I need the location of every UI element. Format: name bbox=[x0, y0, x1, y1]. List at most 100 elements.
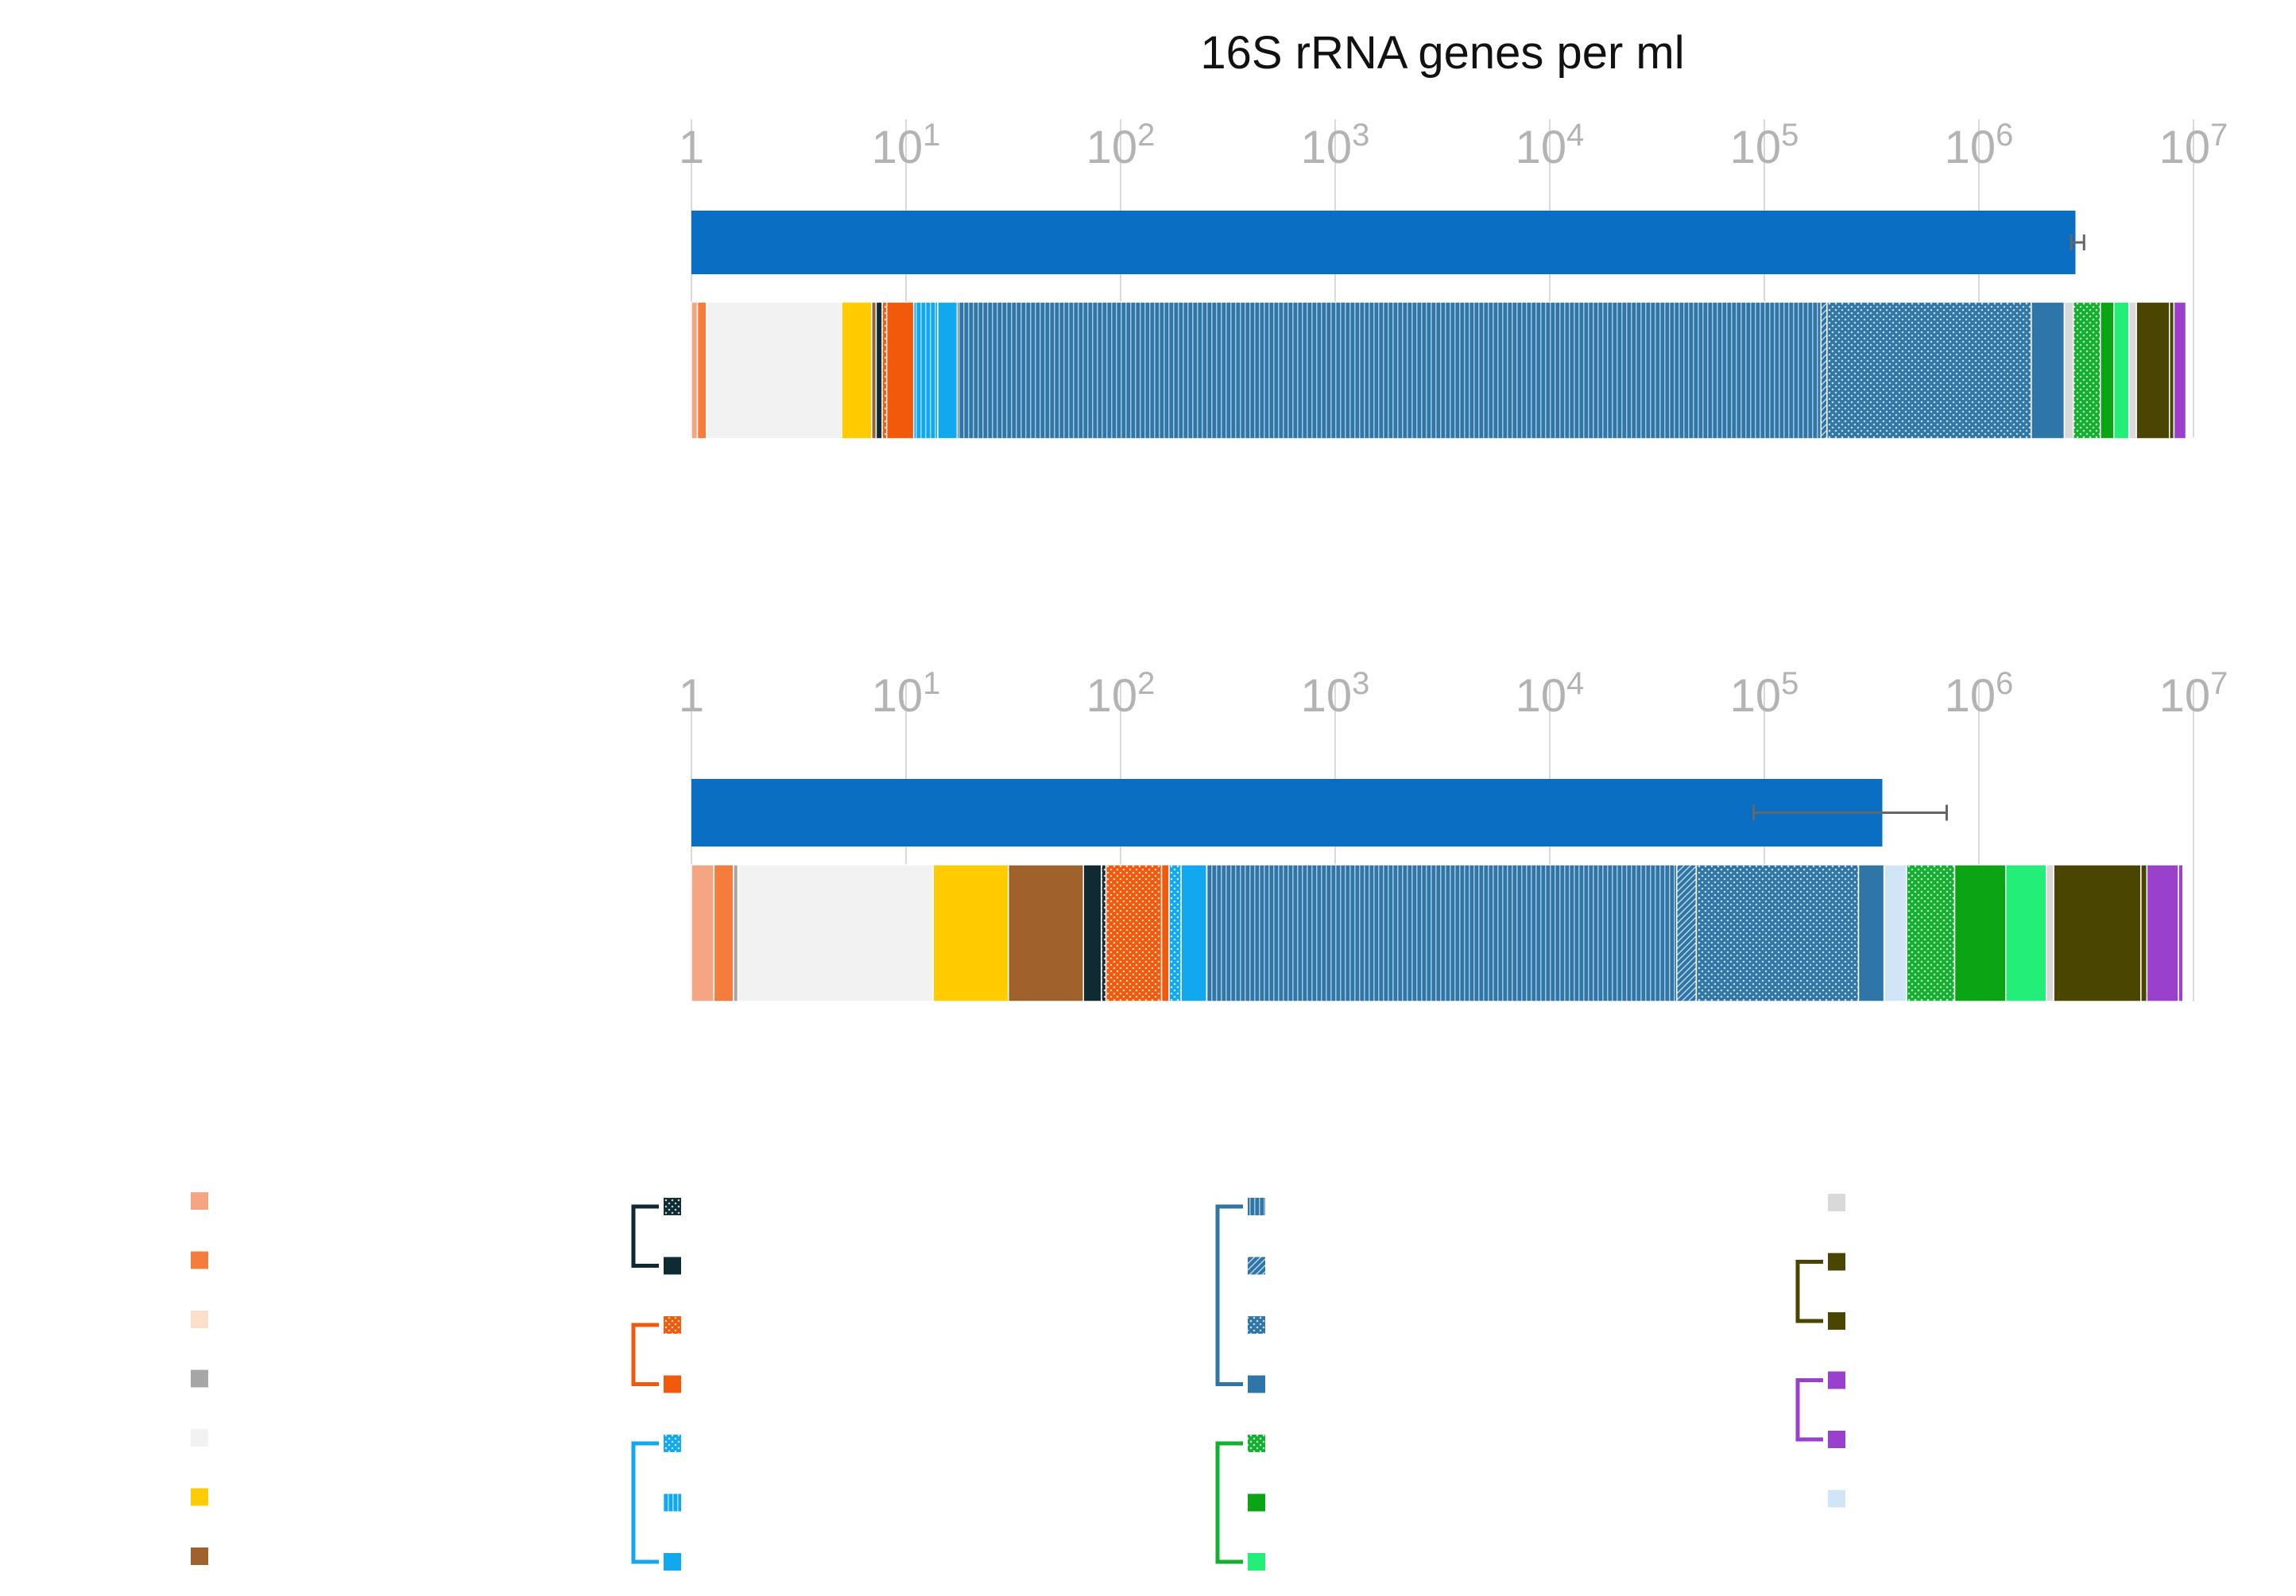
log-tick-label: 1 bbox=[679, 670, 704, 722]
segment-methanosaeta bbox=[691, 864, 715, 1002]
segment-pelobacter bbox=[1906, 864, 1956, 1002]
segment-anaerolineae bbox=[1101, 864, 1107, 1002]
legend-bracket bbox=[1215, 1204, 1243, 1386]
legend-swatch-other-proteobacteria bbox=[1828, 1194, 1845, 1211]
legend-swatch-clostridiales-jtb215 bbox=[1248, 1257, 1265, 1275]
log-tick-label: 106 bbox=[1945, 666, 2014, 722]
segment-other-clostridiales bbox=[1826, 301, 2032, 440]
tick-exponent: 5 bbox=[1781, 666, 1798, 701]
legend-swatch-other-synergistetes bbox=[1828, 1431, 1845, 1448]
tick-base: 1 bbox=[679, 122, 704, 173]
legend-swatch-bacteroidetes bbox=[191, 1548, 208, 1565]
legend-column bbox=[1795, 1194, 1845, 1508]
tick-exponent: 4 bbox=[1566, 118, 1584, 153]
log-tick-label: 105 bbox=[1730, 118, 1799, 173]
segment-other-bacteria bbox=[737, 864, 935, 1002]
legend-bracket bbox=[1795, 1378, 1823, 1442]
log-tick-label: 102 bbox=[1086, 666, 1156, 722]
segment-cloacimonadetes-msbl2 bbox=[881, 301, 888, 440]
segment-bacteroidetes bbox=[871, 301, 877, 440]
legend-swatch-other-chloroflexi bbox=[664, 1257, 681, 1275]
log-tick-label: 106 bbox=[1945, 118, 2014, 173]
segment-other-epsilonbacteraeota bbox=[937, 301, 958, 440]
segment-sulfurimonas bbox=[912, 301, 939, 440]
tick-base: 10 bbox=[2159, 122, 2211, 173]
segment-bacteroidetes bbox=[1008, 864, 1085, 1002]
log-tick-label: 1 bbox=[679, 122, 704, 173]
legend-bracket bbox=[1795, 1260, 1823, 1323]
tick-exponent: 1 bbox=[923, 666, 940, 701]
tick-base: 10 bbox=[1086, 122, 1138, 173]
legend-swatch-other-archaea bbox=[191, 1369, 208, 1388]
segment-patescibacteria bbox=[1883, 864, 1907, 1002]
legend-swatch-dethiosulfatibacter bbox=[1248, 1198, 1265, 1215]
legend-swatch-methanomicrobiales bbox=[191, 1251, 208, 1269]
gridlines bbox=[691, 119, 2194, 437]
tick-exponent: 6 bbox=[1996, 666, 2013, 701]
tick-base: 10 bbox=[1086, 670, 1138, 722]
legend-swatch-methanofastidiosales bbox=[191, 1311, 208, 1328]
legend-bracket bbox=[1215, 1441, 1243, 1564]
legend-swatch-cloacimonadetes-msbl2 bbox=[664, 1316, 681, 1334]
segment-other-firmicutes bbox=[1857, 864, 1885, 1002]
segment-thermovirga bbox=[2173, 301, 2187, 440]
segment-other-proteobacteria bbox=[2128, 301, 2137, 440]
legend-swatch-thermovirga bbox=[1828, 1371, 1845, 1389]
segment-other-bacteria bbox=[706, 301, 842, 440]
segment-other-cloacimonetes bbox=[1160, 864, 1170, 1002]
tick-exponent: 7 bbox=[2210, 118, 2228, 153]
tick-base: 10 bbox=[1301, 670, 1353, 722]
segment-cloacimonadetes-msbl2 bbox=[1105, 864, 1163, 1002]
tick-base: 10 bbox=[1730, 670, 1782, 722]
segment-other-spirochaetes bbox=[2169, 301, 2175, 440]
segment-sphaerochaeta bbox=[2053, 864, 2142, 1002]
legend bbox=[191, 1192, 1845, 1571]
mg-stacked-bar bbox=[691, 864, 2184, 1002]
segment-other-desulfuromonadales bbox=[2100, 301, 2115, 440]
log-tick-label: 103 bbox=[1301, 666, 1370, 722]
legend-column bbox=[1215, 1198, 1265, 1571]
segment-other-clostridiales bbox=[1695, 864, 1860, 1002]
segment-other-deltaproteobacteria bbox=[2113, 301, 2130, 440]
segment-pelobacter bbox=[2073, 301, 2101, 440]
tick-exponent: 3 bbox=[1352, 666, 1369, 701]
log-tick-label: 104 bbox=[1516, 666, 1585, 722]
tick-base: 10 bbox=[872, 670, 923, 722]
legend-swatch-atribacteria bbox=[191, 1488, 208, 1506]
legend-swatch-other-deltaproteobacteria bbox=[1248, 1553, 1265, 1571]
legend-swatch-other-clostridiales bbox=[1248, 1316, 1265, 1334]
log-tick-label: 103 bbox=[1301, 118, 1370, 173]
segment-dethiosulfatibacter bbox=[1206, 864, 1678, 1002]
segment-methanomicrobiales bbox=[696, 301, 707, 440]
segment-other-synergistetes bbox=[2178, 864, 2184, 1002]
tick-base: 10 bbox=[2159, 670, 2211, 722]
tick-exponent: 5 bbox=[1781, 118, 1798, 153]
tick-base: 10 bbox=[1730, 122, 1782, 173]
legend-swatch-other-firmicutes bbox=[1248, 1375, 1265, 1393]
segment-other-epsilonbacteraeota bbox=[1180, 864, 1208, 1002]
legend-swatch-sulfurimonas bbox=[664, 1493, 681, 1512]
segment-other-chloroflexi bbox=[875, 301, 883, 440]
segment-clostridiales-jtb215 bbox=[1820, 301, 1828, 440]
log-tick-label: 105 bbox=[1730, 666, 1799, 722]
segment-other-spirochaetes bbox=[2140, 864, 2148, 1002]
tick-exponent: 1 bbox=[923, 118, 940, 153]
segment-other-cloacimonetes bbox=[885, 301, 915, 440]
qpcr-bar bbox=[691, 211, 2076, 274]
legend-swatch-other-epsilonbacteraeota bbox=[664, 1553, 681, 1571]
segment-methanosaeta bbox=[691, 301, 699, 440]
legend-swatch-sulfurospirillum bbox=[664, 1435, 681, 1452]
segment-other-proteobacteria bbox=[2046, 864, 2054, 1002]
legend-swatch-other-cloacimonetes bbox=[664, 1375, 681, 1393]
tick-exponent: 7 bbox=[2210, 666, 2228, 701]
legend-bracket bbox=[631, 1323, 659, 1386]
log-tick-label: 104 bbox=[1516, 118, 1585, 173]
log-tick-label: 102 bbox=[1086, 118, 1156, 173]
tick-exponent: 3 bbox=[1352, 118, 1369, 153]
segment-clostridiales-jtb215 bbox=[1676, 864, 1698, 1002]
segment-other-firmicutes bbox=[2031, 301, 2066, 440]
tick-base: 1 bbox=[679, 670, 704, 722]
qpcr-bar bbox=[691, 779, 1883, 846]
legend-swatch-patescibacteria bbox=[1828, 1489, 1845, 1508]
